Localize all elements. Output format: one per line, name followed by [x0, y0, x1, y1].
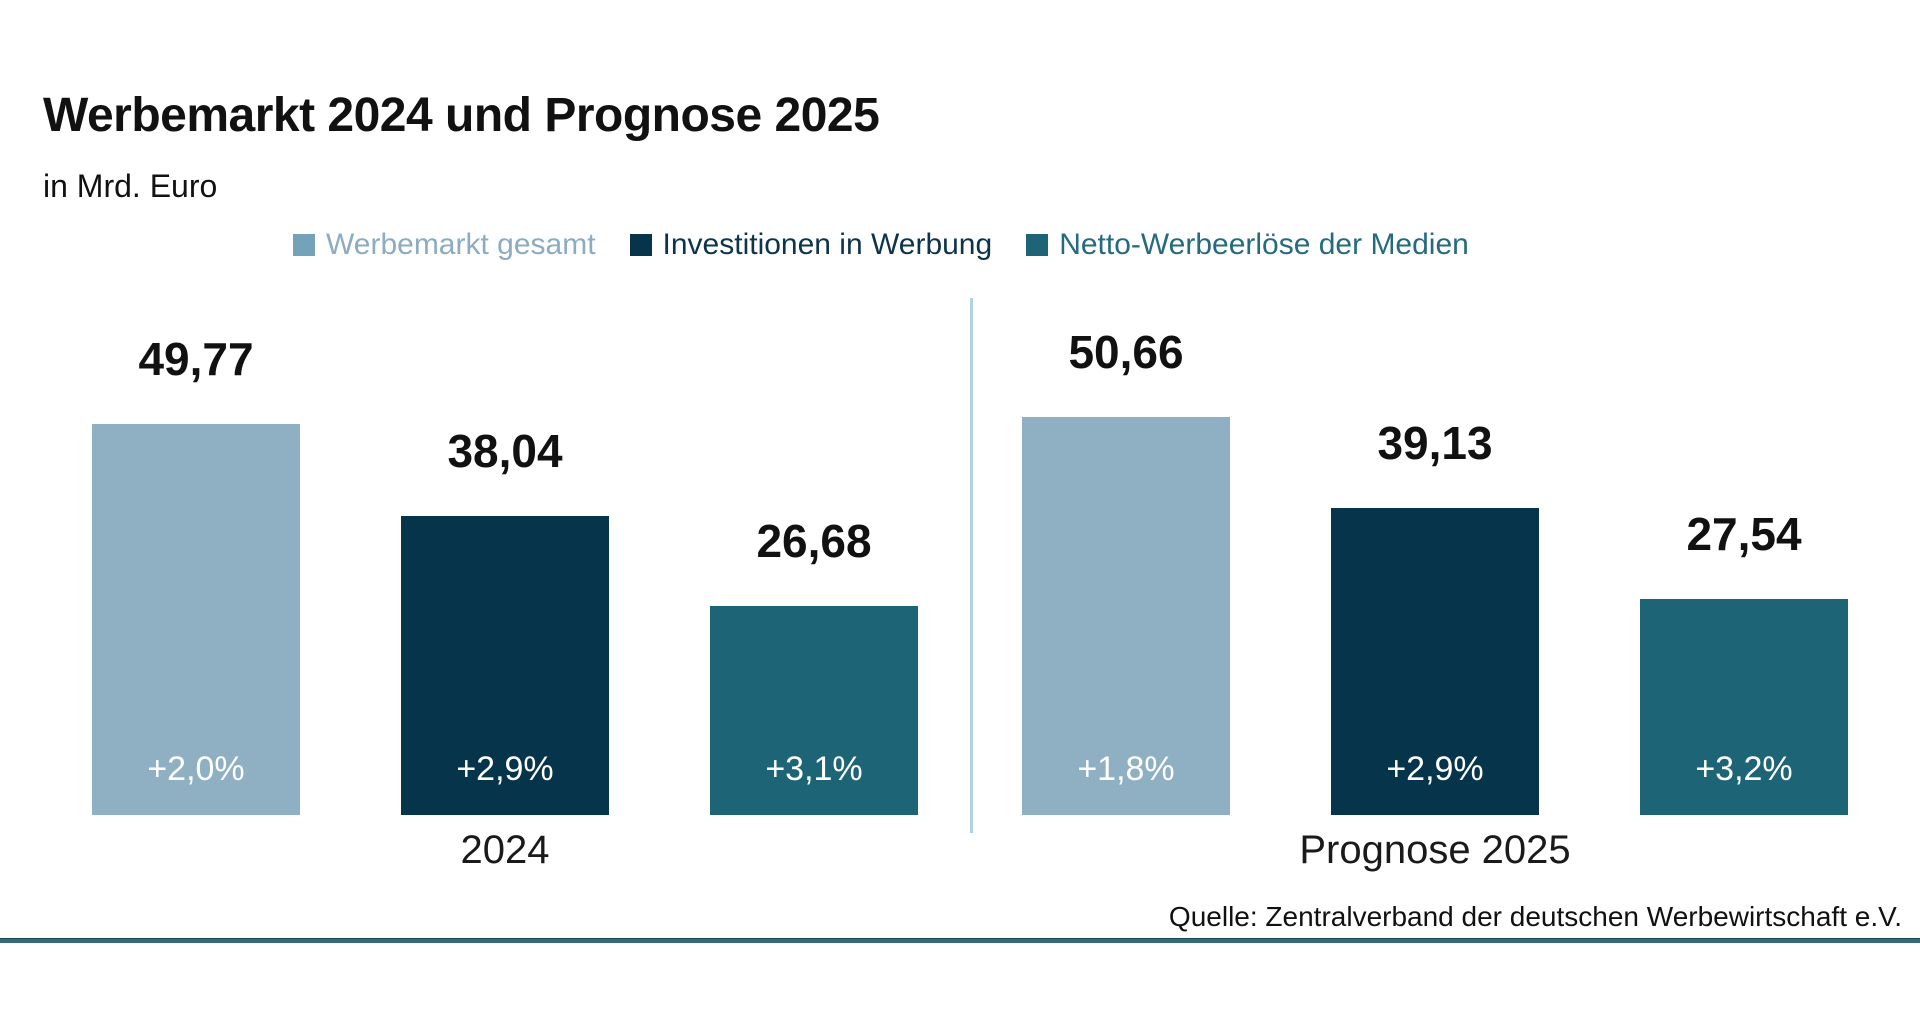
- bar-investitionen-in-werbung-prognose-2025: +2,9%: [1331, 508, 1539, 815]
- change-label: +2,0%: [147, 750, 245, 788]
- legend-item-investitionen-in-werbung: Investitionen in Werbung: [629, 228, 993, 262]
- bar-investitionen-in-werbung-2024: +2,9%: [401, 516, 609, 815]
- chart-subtitle: in Mrd. Euro: [43, 168, 218, 204]
- legend-swatch-icon: [1026, 234, 1049, 256]
- change-label: +2,9%: [1386, 750, 1484, 788]
- legend-swatch-icon: [293, 234, 315, 256]
- value-label: 49,77: [138, 333, 254, 385]
- value-label: 39,13: [1377, 417, 1493, 469]
- legend-label: Netto-Werbeerlöse der Medien: [1059, 228, 1469, 261]
- bottom-rule: [0, 938, 1920, 943]
- value-label: 27,54: [1686, 508, 1802, 560]
- change-label: +1,8%: [1077, 750, 1175, 788]
- legend: Werbemarkt gesamt Investitionen in Werbun…: [293, 228, 1469, 262]
- bar-werbemarkt-gesamt-prognose-2025: +1,8%: [1022, 417, 1230, 815]
- bar-werbemarkt-gesamt-2024: +2,0%: [92, 424, 300, 815]
- group-divider-line: [970, 298, 973, 833]
- value-label: 50,66: [1068, 326, 1184, 378]
- legend-item-netto-werbeerl-se-der-medien: Netto-Werbeerlöse der Medien: [1026, 228, 1469, 262]
- chart-title: Werbemarkt 2024 und Prognose 2025: [43, 89, 880, 142]
- legend-item-werbemarkt-gesamt: Werbemarkt gesamt: [293, 228, 596, 262]
- value-label: 38,04: [447, 425, 563, 477]
- legend-label: Investitionen in Werbung: [662, 228, 993, 261]
- value-label: 26,68: [756, 515, 872, 567]
- group-label-prognose-2025: Prognose 2025: [1299, 828, 1571, 872]
- change-label: +3,1%: [765, 750, 863, 788]
- bar-netto-werbeerl-se-der-medien-2024: +3,1%: [710, 606, 918, 815]
- bar-netto-werbeerl-se-der-medien-prognose-2025: +3,2%: [1640, 599, 1848, 815]
- legend-swatch-icon: [629, 234, 652, 256]
- group-label-2024: 2024: [460, 828, 550, 872]
- source-note: Quelle: Zentralverband der deutschen Wer…: [1168, 901, 1902, 932]
- change-label: +2,9%: [456, 750, 554, 788]
- legend-label: Werbemarkt gesamt: [326, 228, 596, 261]
- change-label: +3,2%: [1695, 750, 1793, 788]
